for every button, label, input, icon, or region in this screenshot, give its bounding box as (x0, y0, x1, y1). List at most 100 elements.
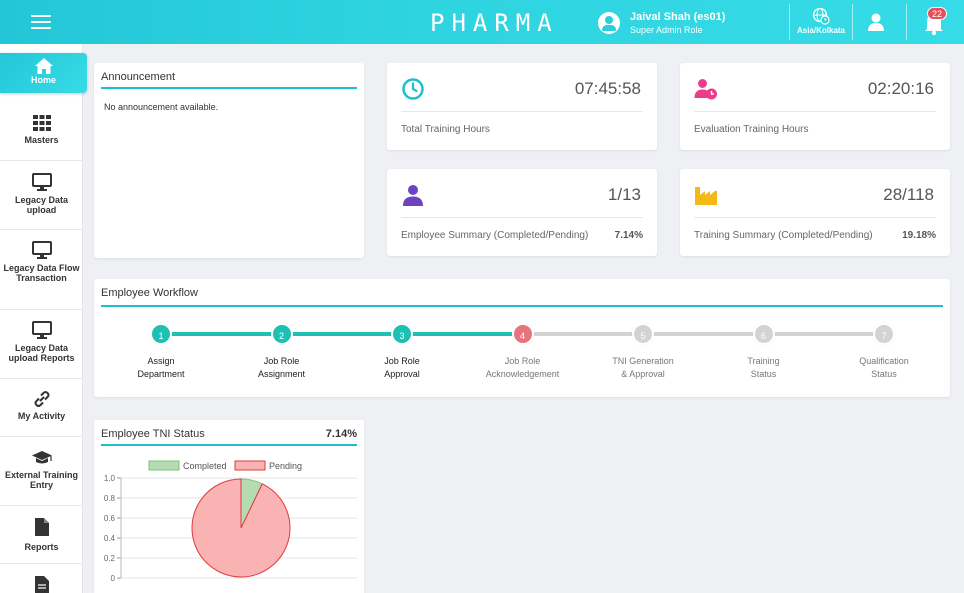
sidebar: Home Masters Legacy Data upload Legacy D… (0, 44, 87, 593)
sidebar-item-more[interactable] (0, 564, 83, 593)
user-role: Super Admin Role (630, 25, 703, 35)
workflow-step-2[interactable]: 2 (270, 323, 293, 345)
announcement-text: No announcement available. (104, 102, 219, 112)
stat-label: Employee Summary (Completed/Pending) (401, 230, 589, 241)
timezone-button[interactable]: Asia/Kolkata (791, 5, 851, 35)
user-name: Jaival Shah (es01) (630, 11, 726, 23)
graduation-cap-icon (31, 451, 52, 464)
tni-percent: 7.14% (325, 428, 357, 440)
sidebar-item-legacy-reports[interactable]: Legacy Data upload Reports (0, 310, 83, 379)
user-circle-icon (598, 12, 620, 34)
workflow-step-6[interactable]: 6 (752, 323, 775, 345)
monitor-icon (31, 241, 52, 259)
file-icon (34, 518, 49, 536)
y-tick-label: 0 (111, 574, 116, 583)
workflow-card: Employee Workflow 1 Assign Department 2 Job … (94, 279, 950, 397)
sidebar-item-label: Legacy Data Flow Transaction (3, 263, 80, 283)
hamburger-icon[interactable] (31, 15, 51, 29)
divider (401, 111, 643, 112)
title-underline (101, 87, 357, 89)
stat-value: 02:20:16 (867, 79, 934, 98)
header-divider (789, 4, 790, 40)
workflow-connector (161, 332, 282, 336)
workflow-step-7[interactable]: 7 (873, 323, 895, 345)
workflow-connector (281, 332, 402, 336)
title-underline (101, 444, 357, 446)
sidebar-item-label: Masters (24, 135, 59, 145)
y-tick-label: 0.6 (104, 514, 116, 523)
tni-pie-chart: Completed Pending 1.0 0.8 0.6 0.4 0.2 0 (104, 460, 357, 583)
divider (694, 111, 936, 112)
sidebar-item-masters[interactable]: Masters (0, 102, 83, 161)
sidebar-item-my-activity[interactable]: My Activity (0, 379, 83, 437)
monitor-icon (31, 173, 52, 191)
workflow-step-label: TNI Generation & Approval (612, 356, 674, 379)
sidebar-item-legacy-data-upload[interactable]: Legacy Data upload (0, 161, 83, 230)
file-icon (34, 576, 49, 593)
sidebar-item-legacy-data-flow[interactable]: Legacy Data Flow Transaction (0, 230, 83, 310)
sidebar-item-label: My Activity (17, 411, 66, 421)
workflow-step-4[interactable]: 4 (511, 323, 534, 345)
workflow-steps: 1 Assign Department 2 Job Role Assignment 3 Job… (94, 309, 950, 397)
y-tick-label: 1.0 (104, 474, 116, 483)
stat-label: Total Training Hours (401, 124, 490, 135)
workflow-step-3[interactable]: 3 (391, 323, 413, 345)
legend-swatch (148, 460, 180, 471)
y-tick-label: 0.4 (104, 534, 116, 543)
clock-icon (402, 78, 424, 100)
header-divider (906, 4, 907, 40)
workflow-connector (402, 332, 523, 336)
legend-label: Pending (269, 461, 302, 471)
grid-icon (32, 115, 51, 131)
workflow-step-label: Assign Department (137, 356, 185, 379)
sidebar-item-external-training[interactable]: External Training Entry (0, 437, 83, 506)
globe-clock-icon (812, 7, 830, 25)
sidebar-item-label: External Training Entry (4, 470, 79, 490)
monitor-icon (31, 321, 52, 339)
announcement-title: Announcement (101, 71, 175, 83)
user-icon[interactable] (866, 12, 886, 32)
sidebar-item-reports[interactable]: Reports (0, 506, 83, 564)
pie-slice-pending (191, 478, 291, 578)
workflow-connector (522, 332, 643, 336)
stat-label: Evaluation Training Hours (694, 124, 809, 135)
stat-label: Training Summary (Completed/Pending) (694, 230, 873, 241)
workflow-step-label: Qualification Status (859, 356, 909, 379)
stat-percent: 19.18% (902, 230, 936, 241)
home-icon (34, 58, 53, 74)
workflow-step-1[interactable]: 1 (150, 323, 172, 345)
legend-label: Completed (183, 461, 227, 471)
industry-icon (695, 187, 717, 205)
sidebar-item-label: Legacy Data upload Reports (8, 343, 75, 363)
stat-value: 1/13 (607, 185, 641, 204)
training-summary-card: 28/118 Training Summary (Completed/Pendi… (680, 169, 950, 256)
employee-summary-card: 1/13 Employee Summary (Completed/Pending… (387, 169, 657, 256)
stat-value: 28/118 (883, 185, 934, 204)
workflow-step-label: Job Role Approval (384, 356, 420, 379)
stat-value: 07:45:58 (574, 79, 641, 98)
stat-percent: 7.14% (614, 230, 643, 241)
workflow-step-label: Job Role Acknowledgement (485, 356, 560, 379)
workflow-step-label: Job Role Assignment (257, 356, 306, 379)
y-tick-label: 0.8 (104, 494, 116, 503)
sidebar-item-label: Home (30, 75, 56, 85)
divider (401, 217, 643, 218)
brand-logo: PHARMA (430, 9, 559, 37)
sidebar-item-home[interactable]: Home (0, 53, 87, 93)
sidebar-item-label: Reports (24, 542, 59, 552)
link-icon (34, 391, 49, 407)
evaluation-training-card: 02:20:16 Evaluation Training Hours (680, 63, 950, 150)
tni-status-card: Employee TNI Status 7.14% Completed Pendi… (94, 420, 364, 593)
notification-badge: 22 (927, 7, 947, 20)
announcement-card: Announcement No announcement available. (94, 63, 364, 258)
workflow-connector (763, 332, 884, 336)
title-underline (101, 305, 943, 307)
workflow-step-label: Training Status (747, 356, 780, 379)
total-training-card: 07:45:58 Total Training Hours (387, 63, 657, 150)
workflow-title: Employee Workflow (101, 287, 198, 299)
workflow-step-5[interactable]: 5 (632, 323, 654, 345)
timezone-label: Asia/Kolkata (796, 26, 846, 35)
y-tick-label: 0.2 (104, 554, 116, 563)
tni-title: Employee TNI Status (101, 428, 205, 440)
top-header: PHARMA Jaival Shah (es01) Super Admin Ro… (0, 0, 964, 44)
